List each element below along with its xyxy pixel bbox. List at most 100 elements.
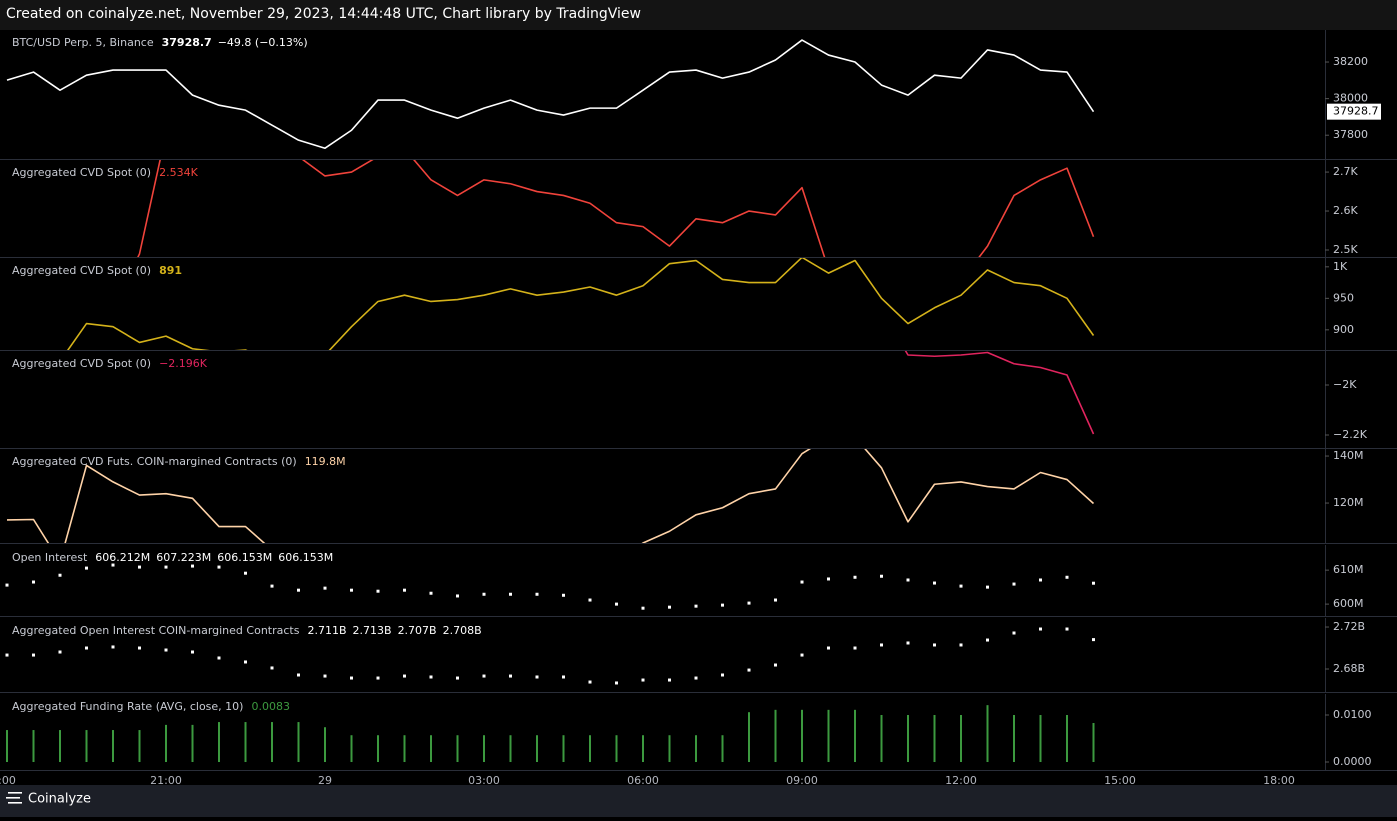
data-point	[853, 575, 857, 579]
data-point	[323, 586, 327, 590]
data-point	[456, 594, 459, 598]
bar	[986, 705, 989, 763]
price-tag	[1327, 103, 1381, 120]
bar	[1013, 715, 1015, 763]
data-point	[1039, 627, 1042, 631]
x-tick-label: 29	[318, 774, 332, 787]
header-text: Created on coinalyze.net, November 29, 2…	[6, 6, 641, 22]
data-point	[1092, 581, 1095, 585]
bar	[562, 735, 565, 763]
bar	[668, 735, 671, 763]
y-tick-label: 2.7K	[1333, 165, 1358, 178]
data-point	[376, 589, 380, 593]
bar	[32, 730, 35, 763]
data-point	[933, 643, 936, 647]
bar	[403, 735, 406, 763]
data-point	[1065, 627, 1069, 631]
bar	[827, 709, 830, 763]
x-tick-label: :00	[0, 774, 16, 787]
y-tick-label: 600M	[1333, 597, 1364, 610]
data-point	[1065, 575, 1069, 579]
ohlc-label: 2.707B	[398, 624, 437, 637]
y-tick-label: 950	[1333, 291, 1354, 304]
y-tick-label: 1K	[1333, 260, 1348, 273]
data-point	[297, 588, 300, 592]
data-point	[641, 606, 645, 610]
data-point	[191, 564, 194, 568]
data-point	[668, 678, 671, 682]
bar	[165, 724, 167, 763]
value-label: 2.534K	[159, 166, 198, 179]
x-tick-label: 09:00	[786, 774, 818, 787]
data-point	[800, 580, 804, 584]
data-point	[933, 581, 936, 585]
panel	[6, 39, 1095, 150]
data-point	[429, 591, 433, 595]
data-point	[588, 680, 592, 684]
bar	[85, 730, 88, 763]
data-point	[5, 583, 9, 587]
y-tick-label: 0.0100	[1333, 708, 1372, 721]
data-point	[986, 585, 989, 589]
legend-title: Open Interest	[12, 551, 88, 564]
bar	[748, 712, 750, 763]
bar	[589, 735, 591, 763]
footer-brand: Coinalyze	[28, 792, 91, 807]
data-point	[164, 648, 168, 652]
bar	[695, 735, 697, 763]
data-point	[297, 673, 300, 677]
x-tick-label: 21:00	[150, 774, 182, 787]
y-tick-label: 2.5K	[1333, 243, 1358, 256]
data-point	[244, 571, 247, 575]
y-tick-label: 140M	[1333, 449, 1364, 462]
bar	[430, 735, 432, 763]
data-point	[482, 674, 486, 678]
bar	[350, 735, 353, 763]
bar	[456, 735, 459, 763]
data-point	[244, 660, 247, 664]
data-point	[641, 678, 645, 682]
bar	[801, 709, 803, 763]
data-point	[906, 578, 910, 582]
bar	[377, 735, 379, 763]
y-tick-label: 37800	[1333, 128, 1368, 141]
bar	[244, 722, 247, 763]
y-tick-label: 120M	[1333, 496, 1364, 509]
data-point	[694, 604, 698, 608]
data-point	[747, 601, 751, 605]
data-point	[1012, 582, 1016, 586]
data-point	[58, 650, 62, 654]
data-point	[721, 673, 724, 677]
data-point	[85, 646, 88, 650]
ohlc-label: 606.212M	[95, 551, 150, 564]
y-tick-label: 900	[1333, 323, 1354, 336]
legend-title: Aggregated CVD Futs. COIN-margined Contr…	[12, 455, 297, 468]
ohlc-label: 2.713B	[353, 624, 392, 637]
data-point	[747, 668, 751, 672]
header-bar	[0, 0, 1397, 30]
bar	[1092, 722, 1095, 763]
data-point	[562, 593, 565, 597]
data-point	[880, 574, 883, 578]
data-point	[5, 653, 9, 657]
y-tick-label: 2.68B	[1333, 662, 1365, 675]
y-tick-label: −2K	[1333, 378, 1357, 391]
bar	[138, 730, 141, 763]
footer-bar	[0, 785, 1397, 817]
y-tick-label: 0.0000	[1333, 755, 1372, 768]
data-point	[111, 645, 115, 649]
panel	[5, 627, 1095, 685]
bar	[615, 735, 618, 763]
data-point	[138, 646, 141, 650]
data-point	[138, 565, 141, 569]
y-tick-label: 38000	[1333, 92, 1368, 105]
legend-title: Aggregated CVD Spot (0)	[12, 166, 151, 179]
value-label: 119.8M	[305, 455, 346, 468]
data-point	[509, 674, 512, 678]
bar	[880, 715, 883, 763]
data-point	[959, 643, 963, 647]
panel	[137, 160, 1095, 257]
series-line	[904, 351, 1095, 435]
series-line	[66, 258, 1095, 350]
bar	[191, 724, 194, 763]
